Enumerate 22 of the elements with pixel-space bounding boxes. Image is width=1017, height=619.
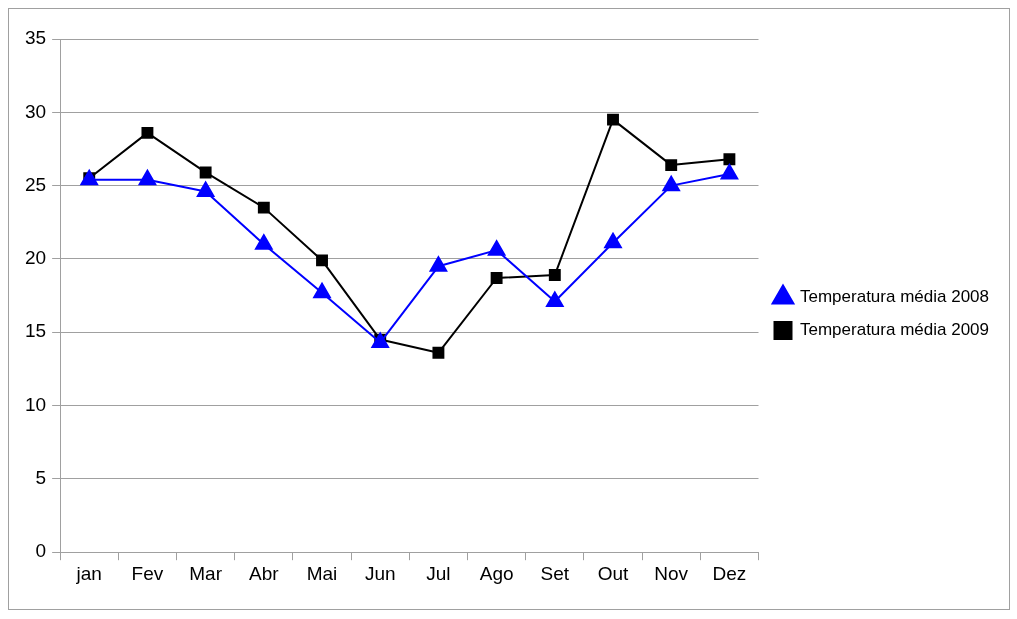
x-tick-label: Nov (654, 562, 689, 584)
y-tick-label: 35 (24, 27, 47, 49)
x-tick-label: Jul (426, 562, 451, 584)
x-tick-label: jan (75, 562, 102, 584)
x-tick-label: Out (597, 562, 630, 584)
x-tick-label: Ago (479, 562, 514, 584)
x-tick-label: Fev (131, 562, 164, 584)
x-tick-label: Abr (249, 562, 280, 584)
legend-label: Temperatura média 2008 (800, 287, 990, 307)
x-tick-label: Jun (364, 562, 396, 584)
y-tick-label: 25 (24, 173, 47, 195)
x-tick-label: Mai (306, 562, 338, 584)
x-tick-label: Dez (712, 562, 747, 584)
y-tick-label: 30 (24, 100, 47, 122)
y-tick-label: 15 (24, 320, 47, 342)
y-tick-label: 5 (35, 467, 47, 489)
y-tick-label: 10 (24, 393, 47, 415)
x-tick-label: Mar (189, 562, 223, 584)
y-tick-label: 20 (24, 247, 47, 269)
x-tick-label: Set (540, 562, 570, 584)
legend-label: Temperatura média 2009 (800, 320, 990, 340)
y-tick-label: 0 (35, 540, 47, 562)
